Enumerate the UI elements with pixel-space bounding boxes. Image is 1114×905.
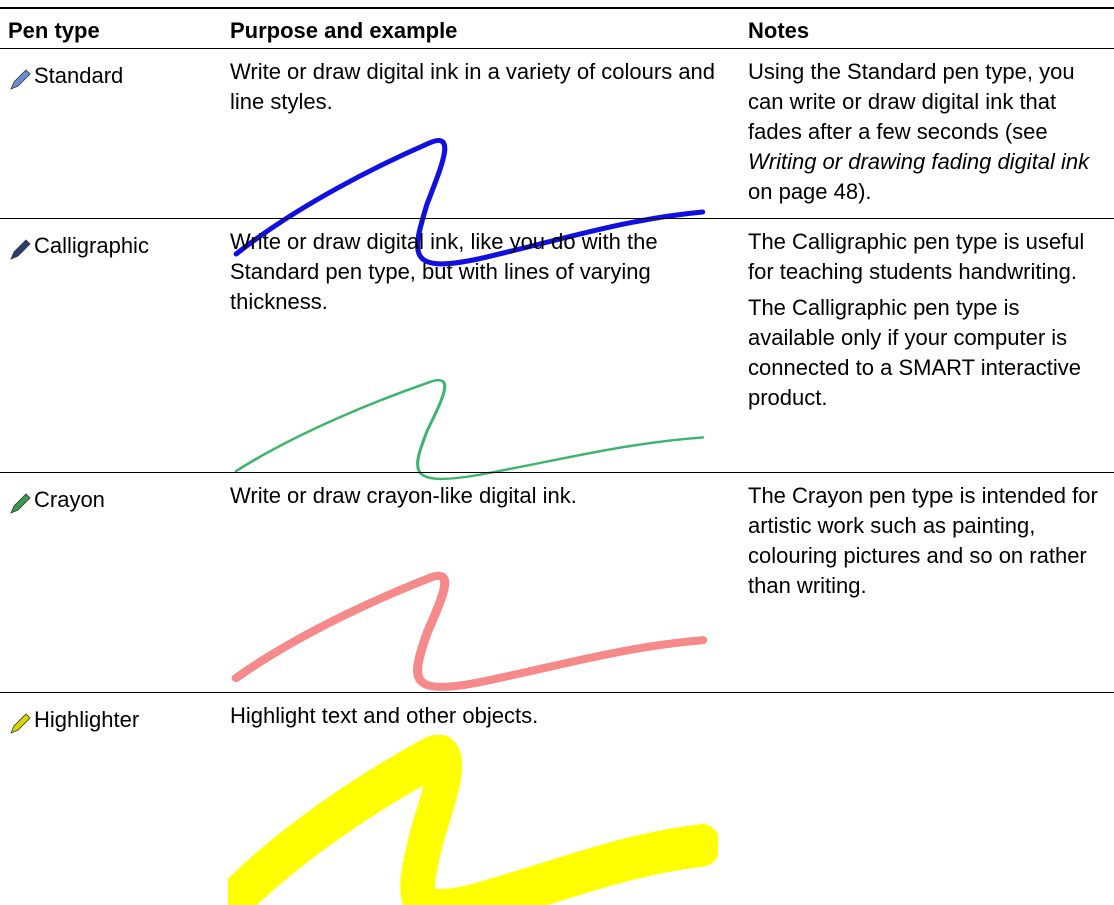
top-rule — [0, 7, 1114, 9]
pen-type: Standard — [8, 61, 223, 91]
notes: Using the Standard pen type, you can wri… — [748, 57, 1098, 213]
pen-icon — [10, 69, 31, 90]
pen-shape — [10, 69, 31, 90]
table-row: Crayon Write or draw crayon-like digital … — [0, 472, 1114, 693]
note-paragraph: The Calligraphic pen type is useful for … — [748, 227, 1098, 287]
note-text: The Crayon pen type is intended for arti… — [748, 483, 1098, 598]
ink-example — [228, 735, 718, 905]
note-text: on page 48). — [748, 179, 872, 204]
pen-icon — [10, 713, 31, 734]
pen-icon — [10, 493, 31, 514]
ink-example — [233, 138, 706, 267]
ink-stroke — [231, 571, 708, 691]
pen-name: Standard — [34, 63, 124, 88]
purpose: Highlight text and other objects. — [230, 703, 539, 728]
ink-stroke — [234, 379, 705, 481]
note-text: The Calligraphic pen type is available o… — [748, 295, 1082, 410]
pen-shape — [10, 239, 31, 260]
ink-example — [231, 571, 708, 691]
purpose: Write or draw crayon-like digital ink. — [230, 483, 577, 508]
ink-stroke — [233, 138, 706, 267]
note-paragraph: Using the Standard pen type, you can wri… — [748, 57, 1098, 207]
column-header: Pen type — [8, 18, 100, 43]
note-text: Using the Standard pen type, you can wri… — [748, 59, 1075, 144]
pen-name: Calligraphic — [34, 233, 149, 258]
ink-example — [234, 379, 705, 481]
note-paragraph: The Crayon pen type is intended for arti… — [748, 481, 1098, 601]
pen-type: Calligraphic — [8, 231, 223, 261]
note-text: The Calligraphic pen type is useful for … — [748, 229, 1085, 284]
pen-shape — [10, 493, 31, 514]
note-text: Writing or drawing fading digital ink — [748, 149, 1090, 174]
column-header: Purpose and example — [230, 18, 458, 43]
note-paragraph: The Calligraphic pen type is available o… — [748, 293, 1098, 413]
pen-name: Crayon — [34, 487, 105, 512]
pen-shape — [10, 713, 31, 734]
table-row: Standard Write or draw digital ink in a v… — [0, 48, 1114, 267]
purpose: Write or draw digital ink in a variety o… — [230, 59, 716, 114]
notes: The Crayon pen type is intended for arti… — [748, 481, 1098, 607]
table-row: Calligraphic Write or draw digital ink, l… — [0, 218, 1114, 481]
ink-stroke — [228, 735, 718, 905]
pen-name: Highlighter — [34, 707, 140, 732]
column-header: Notes — [748, 18, 810, 43]
pen-icon — [10, 239, 31, 260]
purpose: Write or draw digital ink, like you do w… — [230, 229, 658, 314]
notes: The Calligraphic pen type is useful for … — [748, 227, 1098, 419]
pen-type: Highlighter — [8, 705, 223, 735]
pen-type: Crayon — [8, 485, 223, 515]
table-row: Highlighter Highlight text and other obje… — [0, 692, 1114, 905]
